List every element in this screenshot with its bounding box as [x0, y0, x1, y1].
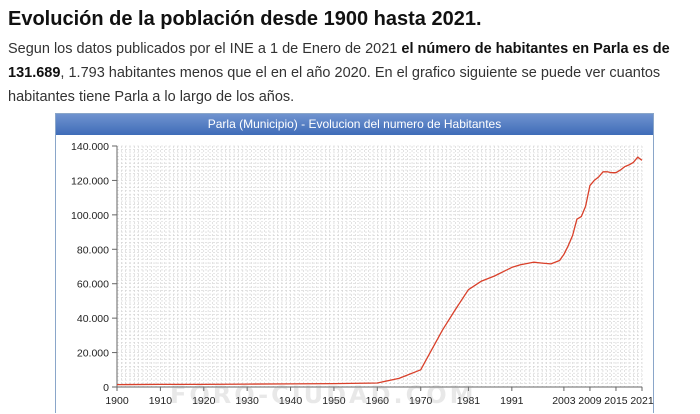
y-tick-label: 100.000: [71, 210, 109, 222]
y-tick-label: 120.000: [71, 175, 109, 187]
chart-title: Parla (Municipio) - Evolucion del numero…: [56, 114, 653, 135]
page-heading: Evolución de la población desde 1900 has…: [8, 8, 482, 30]
x-tick-label: 1900: [105, 395, 129, 407]
intro-text-end: , 1.793 habitantes menos que el en el añ…: [8, 65, 661, 105]
x-tick-label: 2003: [552, 395, 576, 407]
intro-highlight: el número de habitantes en Parla es de 1…: [8, 41, 670, 81]
y-tick-label: 80.000: [77, 244, 109, 256]
x-tick-label: 2015: [604, 395, 628, 407]
population-chart: Parla (Municipio) - Evolucion del numero…: [55, 113, 654, 413]
x-tick-label: 1940: [279, 395, 303, 407]
x-tick-label: 1920: [192, 395, 216, 407]
y-tick-label: 60.000: [77, 279, 109, 291]
x-tick-label: 2009: [578, 395, 602, 407]
x-tick-label: 1991: [500, 395, 524, 407]
x-tick-label: 1960: [366, 395, 390, 407]
chart-canvas: 0 20.000 40.000 60.000 80.000 100.000 120.000 1…: [71, 141, 654, 407]
x-tick-label: 1981: [457, 395, 481, 407]
x-tick-label: 2021: [630, 395, 654, 407]
watermark: FORO-CIUDAD.COM: [170, 381, 477, 409]
intro-paragraph: Segun los datos publicados por el INE a …: [8, 37, 694, 109]
x-tick-label: 1950: [322, 395, 346, 407]
y-tick-label: 20.000: [77, 348, 109, 360]
x-tick-label: 1930: [235, 395, 259, 407]
y-tick-label: 40.000: [77, 313, 109, 325]
y-tick-label: 0: [103, 382, 109, 394]
y-tick-label: 140.000: [71, 141, 109, 153]
series-line-habitantes: [116, 156, 643, 386]
intro-text-start: Segun los datos publicados por el INE a …: [8, 41, 402, 57]
x-tick-label: 1910: [149, 395, 173, 407]
x-tick-label: 1970: [409, 395, 433, 407]
